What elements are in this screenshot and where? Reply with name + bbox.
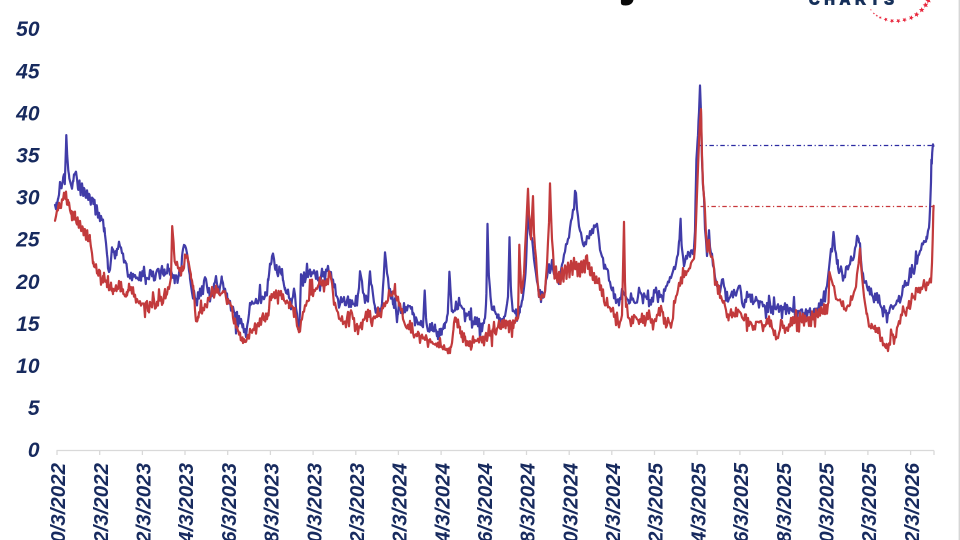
svg-text:4/3/2025: 4/3/2025 <box>687 462 710 540</box>
svg-text:50: 50 <box>16 18 40 41</box>
svg-text:6/3/2024: 6/3/2024 <box>474 462 497 540</box>
svg-text:10/3/2025: 10/3/2025 <box>815 462 838 540</box>
svg-text:8/3/2025: 8/3/2025 <box>773 462 796 540</box>
svg-text:2/3/2024: 2/3/2024 <box>389 462 412 540</box>
svg-text:15: 15 <box>16 313 40 336</box>
svg-text:4/3/2023: 4/3/2023 <box>175 462 198 540</box>
svg-text:12/3/2022: 12/3/2022 <box>90 462 113 540</box>
svg-text:40: 40 <box>15 102 40 125</box>
svg-text:35: 35 <box>16 145 40 168</box>
svg-text:10/3/2024: 10/3/2024 <box>559 462 582 540</box>
svg-text:12/3/2023: 12/3/2023 <box>346 462 369 540</box>
svg-text:25: 25 <box>15 229 40 252</box>
svg-text:8/3/2023: 8/3/2023 <box>261 462 284 540</box>
svg-text:5: 5 <box>28 397 40 420</box>
svg-text:10/3/2022: 10/3/2022 <box>47 462 70 540</box>
svg-text:2/3/2025: 2/3/2025 <box>645 462 668 540</box>
svg-text:10/3/2023: 10/3/2023 <box>303 462 326 540</box>
svg-text:10: 10 <box>16 355 40 378</box>
svg-text:4/3/2024: 4/3/2024 <box>431 462 454 540</box>
svg-text:0: 0 <box>28 439 40 462</box>
svg-text:8/3/2024: 8/3/2024 <box>517 462 540 540</box>
svg-text:6/3/2025: 6/3/2025 <box>730 462 753 540</box>
svg-text:30: 30 <box>16 187 40 210</box>
svg-text:2/3/2023: 2/3/2023 <box>133 462 156 540</box>
svg-text:2/3/2026: 2/3/2026 <box>901 462 924 540</box>
svg-text:20: 20 <box>15 271 40 294</box>
svg-text:CHARTS: CHARTS <box>809 0 899 9</box>
svg-text:45: 45 <box>15 60 40 83</box>
svg-text:12/3/2025: 12/3/2025 <box>858 462 881 540</box>
svg-text:6/3/2023: 6/3/2023 <box>218 462 241 540</box>
svg-text:12/3/2024: 12/3/2024 <box>602 462 625 540</box>
